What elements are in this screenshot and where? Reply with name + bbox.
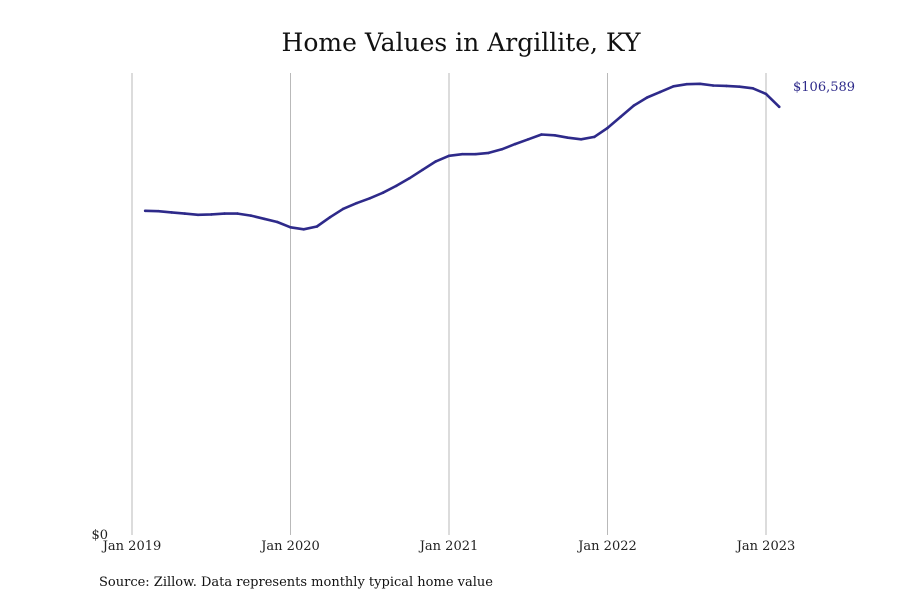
series-end-label: $106,589	[793, 80, 855, 95]
data-point-2021-06	[513, 142, 517, 146]
data-point-2021-03	[474, 152, 477, 156]
data-point-2021-08	[540, 133, 543, 136]
data-point-2019-10	[249, 214, 253, 217]
data-point-2020-03	[315, 225, 319, 228]
data-point-2021-10	[566, 136, 570, 139]
data-point-2020-05	[342, 207, 345, 211]
data-point-2020-12	[434, 160, 438, 163]
data-point-2020-09	[394, 184, 398, 188]
data-point-2021-11	[579, 138, 583, 141]
data-point-2022-09	[711, 84, 715, 87]
data-point-2019-07	[210, 213, 213, 216]
data-point-2022-08	[698, 82, 702, 86]
x-tick-label-2023: Jan 2023	[735, 539, 796, 554]
data-point-2021-12	[593, 135, 596, 139]
x-tick-label-2022: Jan 2022	[576, 539, 637, 554]
data-point-2020-10	[408, 177, 411, 180]
data-point-2021-01	[447, 154, 451, 158]
series	[143, 82, 781, 231]
data-point-2022-10	[725, 84, 728, 88]
data-point-2020-04	[328, 215, 332, 219]
data-point-2022-04	[645, 96, 649, 99]
y-tick-label-zero: $0	[91, 528, 108, 543]
axis-ticks: Jan 2019 Jan 2020 Jan 2021 Jan 2022 Jan 2023	[101, 539, 796, 554]
data-point-2020-01	[289, 226, 292, 229]
data-point-2022-07	[685, 82, 689, 86]
data-point-2019-05	[183, 212, 187, 215]
x-tick-label-2020: Jan 2020	[259, 539, 320, 554]
x-tick-label-2021: Jan 2021	[418, 539, 479, 554]
data-point-2019-03	[157, 209, 160, 213]
data-point-2020-11	[421, 168, 424, 172]
chart-title: Home Values in Argillite, KY	[282, 28, 641, 57]
data-point-2021-09	[553, 134, 556, 137]
data-point-2023-02	[777, 105, 781, 109]
data-point-2020-07	[368, 197, 372, 200]
data-point-2022-01	[606, 126, 609, 130]
data-point-2021-02	[460, 152, 464, 156]
data-point-2019-06	[196, 213, 200, 217]
data-point-2019-11	[262, 217, 266, 221]
data-point-2023-01	[764, 92, 768, 96]
data-point-2022-12	[751, 87, 755, 90]
data-point-2022-03	[632, 104, 636, 107]
data-point-2019-12	[276, 220, 279, 224]
series-line-0	[143, 82, 781, 231]
data-point-2022-05	[659, 90, 662, 94]
source-note: Source: Zillow. Data represents monthly …	[99, 575, 493, 590]
data-point-2020-02	[302, 228, 306, 231]
data-point-2019-02	[143, 209, 147, 213]
data-point-2020-08	[381, 191, 385, 194]
data-point-2019-09	[236, 212, 239, 215]
data-point-2021-04	[487, 151, 490, 155]
data-point-2022-02	[619, 115, 622, 119]
data-point-2021-05	[500, 148, 504, 151]
data-point-2019-04	[170, 211, 173, 214]
data-point-2019-08	[223, 212, 226, 215]
gridlines	[131, 73, 767, 535]
x-tick-label-2019: Jan 2019	[101, 539, 162, 554]
data-point-2020-06	[355, 201, 358, 205]
data-point-2022-11	[738, 85, 741, 88]
data-point-2021-07	[527, 138, 530, 141]
data-point-2022-06	[672, 85, 675, 88]
